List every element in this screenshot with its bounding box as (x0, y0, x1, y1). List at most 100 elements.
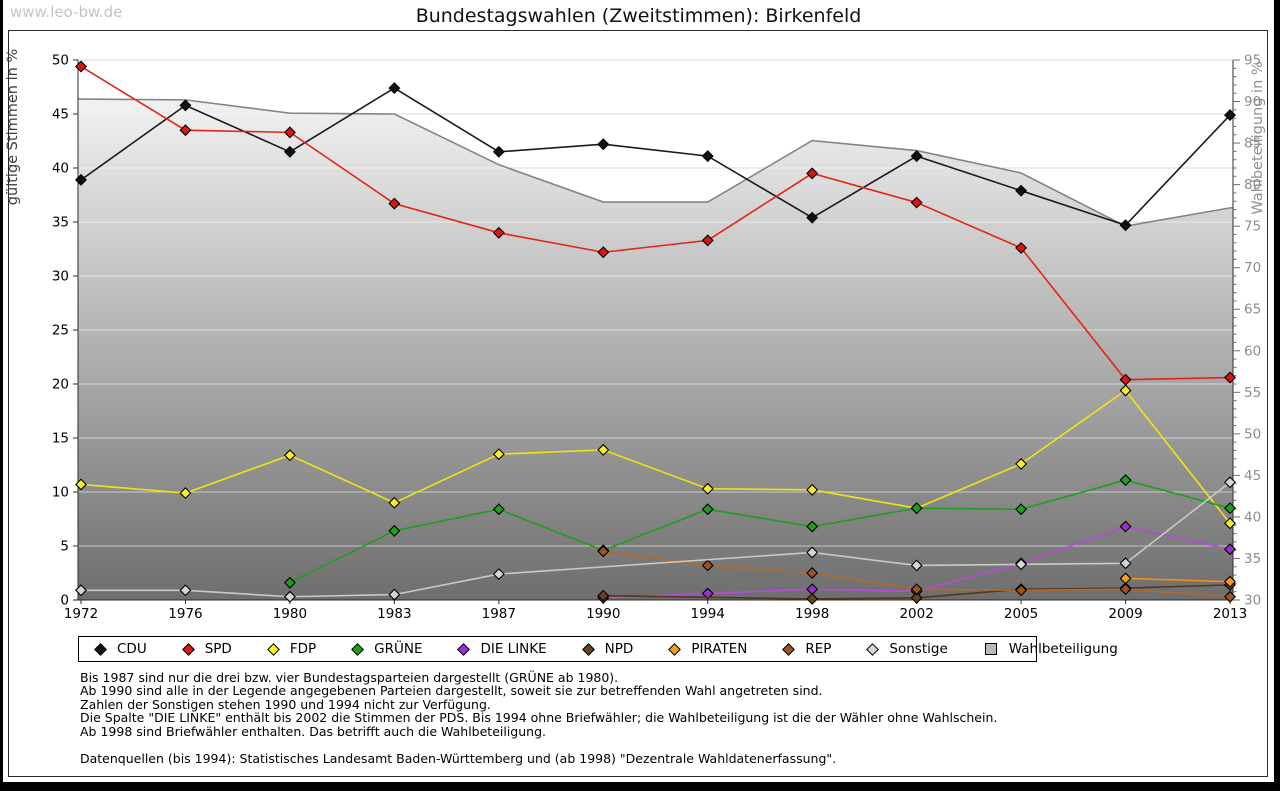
legend-label-cdu: CDU (117, 641, 147, 657)
chart-legend: CDU SPD FDP GRÜNE DIE LINKE NPD PIRATEN REP Sons… (78, 636, 1118, 662)
marker-spd (179, 124, 192, 137)
marker-sonstige (179, 584, 192, 597)
svg-text:5: 5 (60, 539, 69, 555)
marker-gruene (1119, 474, 1132, 487)
marker-sonstige (910, 559, 923, 572)
marker-fdp (1015, 457, 1028, 470)
marker-fdp (179, 487, 192, 500)
marker-fdp (597, 443, 610, 456)
marker-spd (388, 197, 401, 210)
page-title: Bundestagswahlen (Zweitstimmen): Birkenf… (415, 5, 862, 27)
marker-gruene (1224, 502, 1236, 515)
legend-marker-piraten (668, 642, 682, 656)
legend-marker-spd (181, 642, 195, 656)
marker-gruene (1015, 503, 1028, 516)
svg-text:30: 30 (1244, 593, 1261, 609)
legend-item-sonstige: Sonstige (866, 641, 948, 657)
marker-cdu (75, 173, 87, 186)
marker-cdu (1015, 184, 1028, 197)
svg-text:2005: 2005 (1004, 606, 1038, 622)
marker-rep (597, 545, 610, 558)
svg-text:50: 50 (1244, 426, 1261, 442)
legend-label-piraten: PIRATEN (691, 641, 748, 657)
legend-item-piraten: PIRATEN (668, 641, 748, 657)
svg-text:50: 50 (52, 53, 69, 69)
marker-sonstige (75, 584, 87, 597)
series-cdu (75, 82, 1236, 232)
marker-fdp (388, 496, 401, 509)
marker-sonstige (1015, 558, 1028, 571)
svg-text:65: 65 (1244, 302, 1261, 318)
legend-item-cdu: CDU (94, 641, 147, 657)
svg-text:1987: 1987 (482, 606, 516, 622)
note-line: Ab 1990 sind alle in der Legende angegeb… (80, 683, 823, 699)
marker-die-linke (1119, 520, 1132, 533)
marker-cdu (179, 99, 192, 112)
marker-rep (1119, 583, 1132, 596)
left-axis-label: gültige Stimmen in % (5, 49, 21, 205)
marker-spd (492, 226, 505, 239)
legend-label-wahlbeteiligung: Wahlbeteiligung (1008, 641, 1118, 657)
svg-text:40: 40 (52, 161, 69, 177)
area-edge-wahlbeteiligung (78, 98, 1233, 227)
legend-item-npd: NPD (581, 641, 634, 657)
left-axis-ticks: 0 5 10 15 20 25 30 35 40 45 50 (52, 53, 78, 609)
marker-npd (910, 591, 923, 604)
svg-text:1976: 1976 (168, 606, 202, 622)
data-source-note: Datenquellen (bis 1994): Statistisches L… (80, 751, 837, 767)
legend-item-spd: SPD (181, 641, 232, 657)
svg-text:90: 90 (1244, 94, 1261, 110)
svg-text:1990: 1990 (586, 606, 620, 622)
marker-die-linke (1224, 543, 1236, 556)
svg-text:15: 15 (52, 431, 69, 447)
marker-npd (597, 589, 610, 602)
marker-spd (1224, 371, 1236, 384)
x-axis-ticks: 1972 1976 1980 1983 1987 1990 1994 1998 2002 2005… (64, 600, 1247, 622)
series-fdp (75, 384, 1236, 530)
legend-marker-sonstige (866, 642, 880, 656)
marker-sonstige (1119, 557, 1132, 570)
leo-bw-watermark: www.leo-bw.de (10, 3, 123, 21)
marker-gruene (283, 576, 296, 589)
series-line-spd (80, 65, 1231, 381)
svg-text:20: 20 (52, 377, 69, 393)
marker-spd (1015, 241, 1028, 254)
marker-cdu (910, 150, 923, 163)
svg-text:85: 85 (1244, 136, 1261, 152)
marker-fdp (1224, 517, 1236, 530)
legend-marker-die-linke (457, 642, 471, 656)
legend-label-gruene: GRÜNE (374, 641, 423, 657)
chart-page: www.leo-bw.de Bundestagswahlen (Zweitsti… (3, 0, 1274, 782)
legend-label-fdp: FDP (289, 641, 317, 657)
series-spd (75, 60, 1236, 386)
note-line: Bis 1987 sind nur die drei bzw. vier Bun… (80, 670, 619, 685)
chart-frame (8, 30, 1268, 777)
marker-gruene (910, 502, 923, 515)
svg-text:60: 60 (1244, 343, 1261, 359)
svg-text:10: 10 (52, 485, 69, 501)
svg-text:1972: 1972 (64, 606, 98, 622)
marker-sonstige (1224, 476, 1236, 489)
note-line: Ab 1998 sind Briefwähler enthalten. Das … (80, 723, 546, 739)
series-line-cdu (80, 87, 1231, 227)
note-line: Zahlen der Sonstigen stehen 1990 und 199… (80, 696, 491, 712)
marker-gruene (492, 503, 505, 516)
svg-text:2009: 2009 (1108, 606, 1142, 622)
marker-cdu (701, 150, 714, 163)
svg-text:40: 40 (1244, 509, 1261, 525)
marker-spd (597, 246, 610, 259)
svg-text:55: 55 (1244, 385, 1261, 401)
legend-marker-rep (782, 642, 796, 656)
right-axis-label: Wahlbeteiligung in % (1250, 61, 1266, 214)
svg-text:30: 30 (52, 269, 69, 285)
marker-sonstige (388, 588, 401, 601)
svg-text:35: 35 (52, 215, 69, 231)
svg-text:70: 70 (1244, 260, 1261, 276)
legend-label-npd: NPD (604, 641, 634, 657)
marker-spd (75, 60, 87, 73)
marker-spd (701, 234, 714, 247)
svg-text:80: 80 (1244, 177, 1261, 193)
svg-text:35: 35 (1244, 551, 1261, 567)
marker-fdp (75, 478, 87, 491)
series-sonstige (75, 476, 1236, 603)
